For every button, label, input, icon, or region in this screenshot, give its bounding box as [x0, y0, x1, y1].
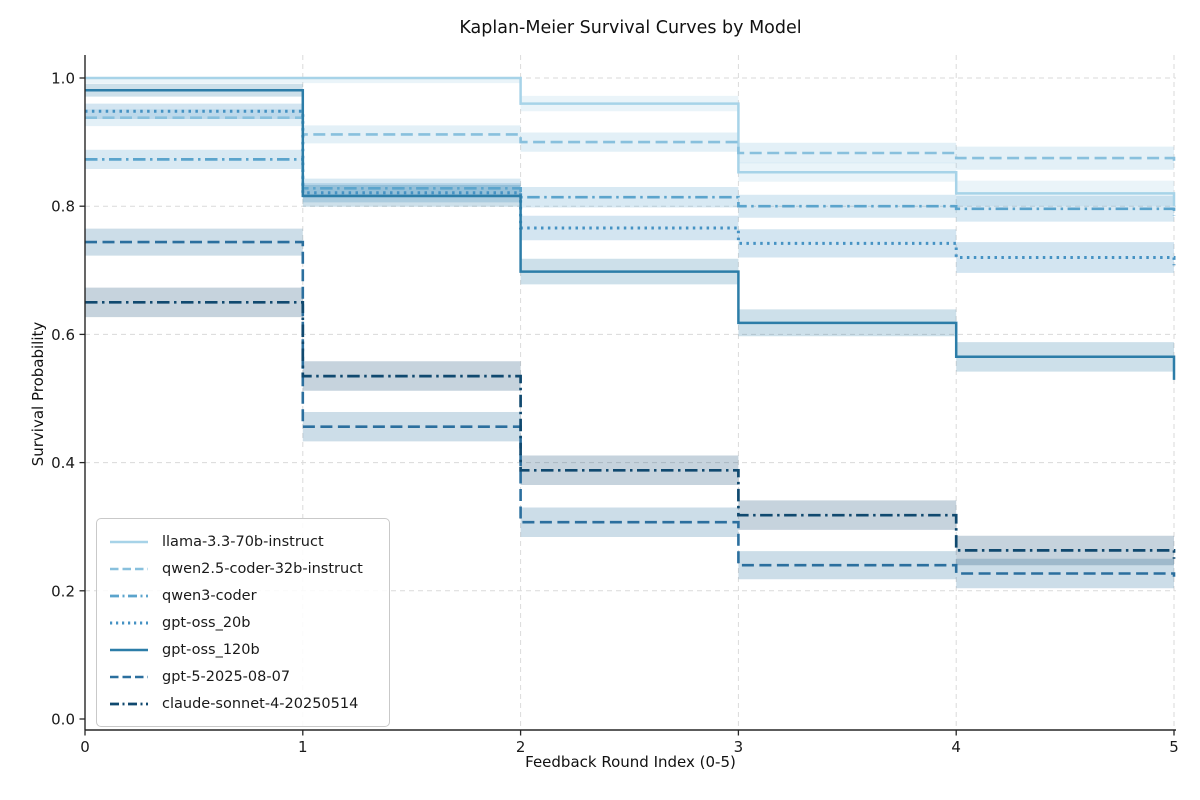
y-tick-label-0.8: 0.8 — [51, 198, 75, 216]
legend-item: qwen2.5-coder-32b-instruct — [109, 555, 363, 582]
y-axis-label: Survival Probability — [29, 321, 47, 467]
x-tick-label-5: 5 — [1169, 738, 1179, 756]
legend-item: gpt-oss_20b — [109, 609, 363, 636]
legend-line-sample — [110, 675, 148, 678]
x-tick-label-1: 1 — [298, 738, 308, 756]
legend-item-label: gpt-oss_20b — [162, 614, 251, 631]
legend-line-sample — [110, 702, 148, 705]
legend-item: gpt-oss_120b — [109, 636, 363, 663]
legend-line-sample — [110, 594, 148, 597]
y-tick-label-0.2: 0.2 — [51, 582, 75, 600]
y-tick-label-0.0: 0.0 — [51, 711, 75, 729]
ci-band-claude-sonnet-4-20250514 — [85, 287, 1174, 574]
series-line-qwen3-coder — [85, 158, 1176, 216]
x-tick-label-4: 4 — [951, 738, 961, 756]
chart-title: Kaplan-Meier Survival Curves by Model — [459, 18, 802, 38]
series-line-gpt-oss_120b — [85, 88, 1176, 380]
legend-item-label: gpt-oss_120b — [162, 641, 260, 658]
legend-item-label: qwen2.5-coder-32b-instruct — [162, 560, 363, 577]
x-axis-label: Feedback Round Index (0-5) — [525, 753, 736, 771]
series-line-claude-sonnet-4-20250514 — [85, 300, 1176, 559]
y-tick-label-0.4: 0.4 — [51, 454, 75, 472]
legend-item: qwen3-coder — [109, 582, 363, 609]
legend-item: gpt-5-2025-08-07 — [109, 663, 363, 690]
legend-item-label: gpt-5-2025-08-07 — [162, 668, 291, 685]
legend-item: llama-3.3-70b-instruct — [109, 528, 363, 555]
y-tick-label-1.0: 1.0 — [51, 70, 75, 88]
x-tick-label-2: 2 — [516, 738, 526, 756]
legend-item: claude-sonnet-4-20250514 — [109, 690, 363, 717]
legend: llama-3.3-70b-instruct qwen2.5-coder-32b-… — [96, 518, 390, 727]
ci-band-gpt-oss_120b — [85, 83, 1174, 395]
series-line-llama-3.3-70b-instruct — [85, 76, 1176, 207]
legend-line-sample — [110, 621, 148, 624]
x-tick-label-0: 0 — [80, 738, 90, 756]
legend-item-label: qwen3-coder — [162, 587, 257, 604]
legend-item-label: llama-3.3-70b-instruct — [162, 533, 324, 550]
ci-band-gpt-oss_20b — [85, 103, 1174, 281]
ci-band-gpt-5-2025-08-07 — [85, 228, 1174, 592]
ci-band-llama-3.3-70b-instruct — [85, 78, 1174, 219]
legend-line-sample — [110, 648, 148, 651]
ci-band-qwen3-coder — [85, 149, 1174, 229]
legend-item-label: claude-sonnet-4-20250514 — [162, 695, 359, 712]
y-tick-label-0.6: 0.6 — [51, 326, 75, 344]
legend-line-sample — [110, 540, 148, 543]
series-line-gpt-5-2025-08-07 — [85, 240, 1176, 577]
x-tick-label-3: 3 — [734, 738, 744, 756]
legend-line-sample — [110, 567, 148, 570]
